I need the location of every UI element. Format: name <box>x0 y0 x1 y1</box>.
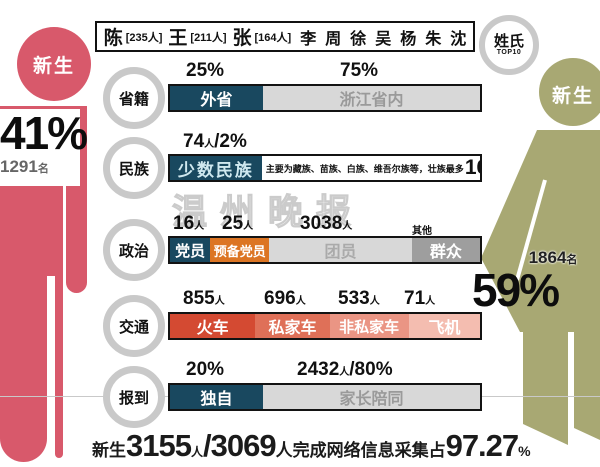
watermark: 温州晚报 <box>171 192 365 232</box>
bar-label: 16人 <box>173 213 205 234</box>
segment-masses: 群众 <box>411 238 480 262</box>
surname-3-count: [164人] <box>254 31 292 44</box>
segment-minority-note: 主要为藏族、苗族、白族、维吾尔族等，壮族最多 16 人 <box>261 156 480 180</box>
bar-label: 74人/2% <box>183 131 247 152</box>
bar-label: 25% <box>186 60 225 81</box>
segment-zhejiang: 浙江省内 <box>263 86 480 110</box>
segment-minority: 少数民族 <box>170 156 262 180</box>
bar-label: 75% <box>340 60 379 81</box>
segment-alone: 独自 <box>170 385 263 409</box>
segment-private-car: 私家车 <box>255 314 330 338</box>
female-percent: 59% <box>472 264 560 316</box>
bar-label: 533人 <box>338 288 380 309</box>
footer-stats: 新生 3155 人 / 3069 人完成网络信息采集占 97.27 % <box>92 428 531 463</box>
segment-non-private-car: 非私家车 <box>329 314 409 338</box>
bar-label-other: 其他 <box>412 226 432 237</box>
surname-1-count: [235人] <box>125 31 163 44</box>
row-transport-circle: 交通 <box>103 295 165 357</box>
segment-with-parents: 家长陪同 <box>263 385 480 409</box>
surname-3: 张 <box>232 28 252 49</box>
segment-outside-province: 外省 <box>170 86 263 110</box>
surname-10: 沈 <box>450 30 467 48</box>
surname-1: 陈 <box>103 28 123 49</box>
row-ethnicity-bar: 少数民族 主要为藏族、苗族、白族、维吾尔族等，壮族最多 16 人 <box>168 154 482 182</box>
row-checkin-circle: 报到 <box>103 366 165 428</box>
surname-2-count: [211人] <box>190 31 227 44</box>
bar-label: 3038人 <box>300 213 353 234</box>
male-figure-label: 新生 <box>32 55 75 77</box>
male-stat-panel: 41% 1291名 <box>0 107 88 186</box>
surname-4: 李 <box>300 30 317 48</box>
bar-label: 696人 <box>264 288 306 309</box>
surname-2: 王 <box>168 28 188 49</box>
row-political-bar: 党员 预备党员 团员 群众 <box>168 236 482 264</box>
row-political-circle: 政治 <box>103 219 165 281</box>
segment-probationary-member: 预备党员 <box>210 238 270 262</box>
surname-badge: 姓氏 TOP10 <box>479 15 539 75</box>
bar-label: 2432人/80% <box>297 359 393 380</box>
male-figure-head: 新生 <box>17 27 91 101</box>
row-province-bar: 外省 浙江省内 <box>168 84 482 112</box>
male-count: 1291名 <box>0 157 49 177</box>
segment-party-member: 党员 <box>170 238 211 262</box>
bar-label: 855人 <box>183 288 225 309</box>
surname-8: 杨 <box>400 30 417 48</box>
male-figure-leg-right <box>55 270 63 458</box>
surname-badge-sub: TOP10 <box>496 49 522 56</box>
row-province-circle: 省籍 <box>103 67 165 129</box>
bar-label: 20% <box>186 359 225 380</box>
segment-plane: 飞机 <box>408 314 480 338</box>
surname-9: 朱 <box>425 30 442 48</box>
surname-6: 徐 <box>350 30 367 48</box>
surname-7: 吴 <box>375 30 392 48</box>
row-ethnicity-circle: 民族 <box>103 137 165 199</box>
female-figure <box>481 58 600 445</box>
female-figure-label: 新生 <box>551 86 594 107</box>
male-figure-arm <box>66 160 87 293</box>
row-transport-bar: 火车 私家车 非私家车 飞机 <box>168 312 482 340</box>
bar-label: 25人 <box>222 213 254 234</box>
surname-badge-label: 姓氏 <box>493 33 524 50</box>
segment-train: 火车 <box>170 314 256 338</box>
segment-league-member: 团员 <box>269 238 412 262</box>
surname-5: 周 <box>325 30 342 48</box>
bar-label: 71人 <box>404 288 436 309</box>
male-percent: 41% <box>0 107 88 159</box>
surname-top10-box: 陈 [235人] 王 [211人] 张 [164人] 李 周 徐 吴 杨 朱 沈 <box>95 21 475 52</box>
male-figure-leg-left <box>0 270 47 462</box>
row-checkin-bar: 独自 家长陪同 <box>168 383 482 411</box>
female-count: 1864名 <box>528 248 578 267</box>
